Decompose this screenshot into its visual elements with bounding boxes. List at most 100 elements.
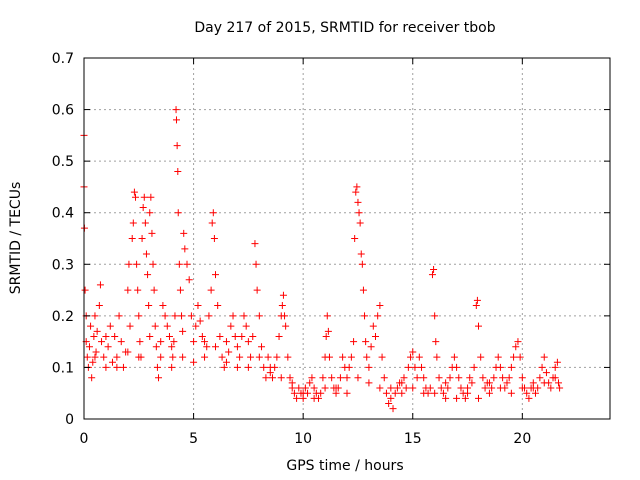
data-point (343, 389, 351, 397)
data-point (268, 374, 276, 382)
data-point (81, 286, 89, 294)
data-point (490, 374, 498, 382)
data-point (264, 353, 272, 361)
data-point (345, 363, 353, 371)
data-point (324, 327, 332, 335)
data-point (442, 379, 450, 387)
data-point (413, 374, 421, 382)
data-point (144, 271, 152, 279)
data-point (218, 353, 226, 361)
data-point (428, 271, 436, 279)
data-point (192, 322, 200, 330)
data-point (198, 332, 206, 340)
data-point (157, 338, 165, 346)
data-point (464, 389, 472, 397)
data-point (499, 374, 507, 382)
data-point (290, 389, 298, 397)
data-point (540, 353, 548, 361)
data-point (380, 374, 388, 382)
data-point (125, 260, 133, 268)
data-point (222, 338, 230, 346)
data-point (106, 322, 114, 330)
data-point (322, 332, 330, 340)
data-point (168, 343, 176, 351)
data-point (516, 353, 524, 361)
data-point (271, 363, 279, 371)
data-point (518, 374, 526, 382)
data-point (547, 384, 555, 392)
data-point (216, 332, 224, 340)
data-point (255, 312, 263, 320)
data-point (275, 332, 283, 340)
data-point (266, 369, 274, 377)
data-point (168, 363, 176, 371)
data-point (153, 363, 161, 371)
data-point (229, 312, 237, 320)
data-point (496, 363, 504, 371)
data-point (432, 338, 440, 346)
data-point (89, 358, 97, 366)
data-point (347, 353, 355, 361)
data-point (353, 183, 361, 191)
data-point (92, 348, 100, 356)
data-point (124, 348, 132, 356)
data-point (339, 353, 347, 361)
data-point (152, 343, 160, 351)
data-point (141, 219, 149, 227)
plot-frame (83, 57, 611, 420)
data-point (208, 219, 216, 227)
data-point (277, 374, 285, 382)
data-point (485, 379, 493, 387)
data-point (510, 353, 518, 361)
data-point (258, 343, 266, 351)
data-point (146, 332, 154, 340)
data-point (371, 332, 379, 340)
data-point (536, 374, 544, 382)
data-point (212, 343, 219, 351)
data-point (473, 296, 481, 304)
data-point (129, 219, 137, 227)
data-point (178, 312, 186, 320)
data-point (479, 374, 487, 382)
y-tick-label: 0.2 (52, 309, 74, 325)
y-tick-label: 0.6 (52, 103, 74, 119)
data-point (518, 384, 526, 392)
data-point (505, 374, 513, 382)
data-point (525, 394, 533, 402)
data-point (242, 322, 250, 330)
data-point (196, 317, 204, 325)
data-point (278, 302, 286, 310)
data-point (145, 302, 153, 310)
data-point (369, 322, 377, 330)
data-point (494, 353, 502, 361)
data-point (190, 338, 198, 346)
data-point (172, 106, 180, 114)
data-point (124, 286, 132, 294)
data-point (171, 312, 179, 320)
data-point (295, 384, 303, 392)
data-point (431, 312, 439, 320)
data-point (468, 379, 476, 387)
data-point (236, 353, 244, 361)
data-point (194, 302, 202, 310)
data-point (409, 384, 417, 392)
data-point (356, 219, 364, 227)
data-point (165, 332, 173, 340)
data-point (119, 363, 127, 371)
data-point (273, 353, 281, 361)
data-point (227, 322, 235, 330)
data-point (496, 384, 504, 392)
data-point (310, 394, 318, 402)
data-point (358, 260, 366, 268)
data-point (554, 379, 562, 387)
data-point (437, 384, 445, 392)
data-point (507, 363, 515, 371)
data-point (336, 374, 344, 382)
data-point (210, 235, 218, 242)
data-point (85, 343, 93, 351)
data-point (281, 312, 289, 320)
data-point (362, 338, 370, 346)
data-point (201, 353, 209, 361)
data-point (113, 353, 121, 361)
data-point (376, 384, 384, 392)
